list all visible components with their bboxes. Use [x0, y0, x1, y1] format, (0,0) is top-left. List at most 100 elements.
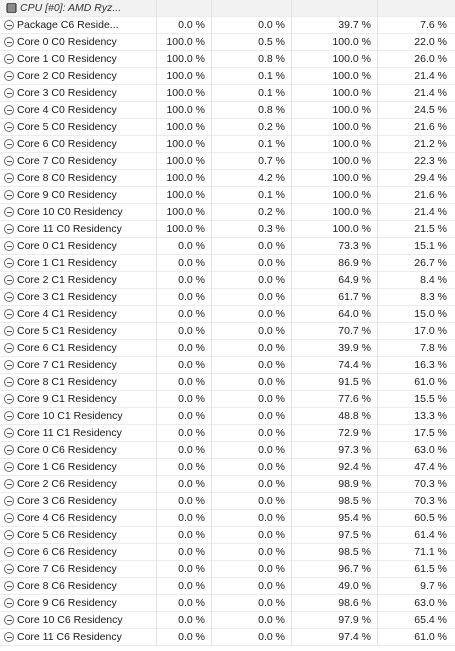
sensor-row[interactable]: Core 8 C6 Residency 0.0 % 0.0 % 49.0 % 9.7 %: [0, 577, 455, 595]
sensor-row[interactable]: Core 8 C0 Residency 100.0 % 4.2 % 100.0 % 29…: [0, 169, 455, 187]
max-value: 100.0 %: [292, 33, 378, 51]
min-value: 0.0 %: [212, 271, 292, 289]
avg-value: 65.4 %: [414, 613, 447, 626]
sensor-name: Core 0 C0 Residency: [17, 35, 117, 48]
sensor-row[interactable]: Core 8 C1 Residency 0.0 % 0.0 % 91.5 % 61.0 …: [0, 373, 455, 391]
sensor-name-cell: Core 1 C1 Residency: [0, 254, 157, 272]
sensor-row[interactable]: Core 11 C0 Residency 100.0 % 0.3 % 100.0 % 2…: [0, 220, 455, 238]
sensor-row[interactable]: Package C6 Reside... 0.0 % 0.0 % 39.7 % 7.6 …: [0, 16, 455, 34]
current-value: 100.0 %: [157, 118, 212, 136]
sensor-name: Core 1 C6 Residency: [17, 460, 117, 473]
max-value: 61.7 %: [292, 288, 378, 306]
current-value: 100.0 %: [157, 186, 212, 204]
max-value: 48.8 %: [292, 407, 378, 425]
sensor-row[interactable]: Core 5 C1 Residency 0.0 % 0.0 % 70.7 % 17.0 …: [0, 322, 455, 340]
current-value: 0.0 %: [157, 424, 212, 442]
sensor-name-cell: Core 3 C6 Residency: [0, 492, 157, 510]
current-value: 0.0 %: [157, 237, 212, 255]
sensor-row[interactable]: Core 11 C6 Residency 0.0 % 0.0 % 97.4 % 61.0…: [0, 628, 455, 646]
sensor-row[interactable]: Core 10 C6 Residency 0.0 % 0.0 % 97.9 % 65.4…: [0, 611, 455, 629]
current-value: 0.0 %: [157, 322, 212, 340]
sensor-name-cell: Core 0 C1 Residency: [0, 237, 157, 255]
current-value: 0.0 %: [157, 560, 212, 578]
current-value: 0.0 %: [157, 577, 212, 595]
avg-value: 71.1 %: [414, 545, 447, 558]
sensor-row[interactable]: Core 7 C6 Residency 0.0 % 0.0 % 96.7 % 61.5 …: [0, 560, 455, 578]
current-value: 0.0 %: [157, 407, 212, 425]
sensor-row[interactable]: Core 2 C0 Residency 100.0 % 0.1 % 100.0 % 21…: [0, 67, 455, 85]
min-value: 0.0 %: [212, 16, 292, 34]
sensor-name: Core 4 C1 Residency: [17, 307, 117, 320]
sensor-row[interactable]: Core 1 C1 Residency 0.0 % 0.0 % 86.9 % 26.7 …: [0, 254, 455, 272]
sensor-row[interactable]: Core 10 C1 Residency 0.0 % 0.0 % 48.8 % 13.3…: [0, 407, 455, 425]
sensor-row[interactable]: Core 2 C6 Residency 0.0 % 0.0 % 98.9 % 70.3 …: [0, 475, 455, 493]
sensor-row[interactable]: Core 7 C1 Residency 0.0 % 0.0 % 74.4 % 16.3 …: [0, 356, 455, 374]
max-value: 97.5 %: [292, 526, 378, 544]
sensor-row[interactable]: Core 0 C0 Residency 100.0 % 0.5 % 100.0 % 22…: [0, 33, 455, 51]
sensor-row[interactable]: Core 1 C0 Residency 100.0 % 0.8 % 100.0 % 26…: [0, 50, 455, 68]
sensor-name: Core 10 C1 Residency: [17, 409, 123, 422]
sensor-row[interactable]: Core 6 C1 Residency 0.0 % 0.0 % 39.9 % 7.8 %: [0, 339, 455, 357]
avg-value: 60.5 %: [414, 511, 447, 524]
sensor-name-cell: Core 6 C1 Residency: [0, 339, 157, 357]
sensor-name: Core 11 C6 Residency: [17, 630, 122, 643]
sensor-row[interactable]: Core 5 C0 Residency 100.0 % 0.2 % 100.0 % 21…: [0, 118, 455, 136]
sensor-row[interactable]: Core 3 C6 Residency 0.0 % 0.0 % 98.5 % 70.3 …: [0, 492, 455, 510]
sensor-row[interactable]: Core 3 C1 Residency 0.0 % 0.0 % 61.7 % 8.3 %: [0, 288, 455, 306]
sensor-row[interactable]: Core 3 C0 Residency 100.0 % 0.1 % 100.0 % 21…: [0, 84, 455, 102]
sensor-status-icon: [4, 615, 14, 625]
avg-value: 24.5 %: [414, 103, 447, 116]
sensor-row[interactable]: Core 4 C1 Residency 0.0 % 0.0 % 64.0 % 15.0 …: [0, 305, 455, 323]
sensor-row[interactable]: Core 6 C6 Residency 0.0 % 0.0 % 98.5 % 71.1 …: [0, 543, 455, 561]
min-value: 0.0 %: [212, 577, 292, 595]
sensor-name: Core 1 C0 Residency: [17, 52, 117, 65]
sensor-name-cell: Core 6 C6 Residency: [0, 543, 157, 561]
sensor-row[interactable]: Core 5 C6 Residency 0.0 % 0.0 % 97.5 % 61.4 …: [0, 526, 455, 544]
avg-value: 26.7 %: [414, 256, 447, 269]
sensor-status-icon: [4, 88, 14, 98]
sensor-row[interactable]: Core 1 C6 Residency 0.0 % 0.0 % 92.4 % 47.4 …: [0, 458, 455, 476]
sensor-row[interactable]: Core 0 C1 Residency 0.0 % 0.0 % 73.3 % 15.1 …: [0, 237, 455, 255]
sensor-row[interactable]: Core 9 C0 Residency 100.0 % 0.1 % 100.0 % 21…: [0, 186, 455, 204]
sensor-row[interactable]: Core 7 C0 Residency 100.0 % 0.7 % 100.0 % 22…: [0, 152, 455, 170]
sensor-name: Core 2 C6 Residency: [17, 477, 117, 490]
sensor-name: Core 0 C6 Residency: [17, 443, 117, 456]
current-value: 0.0 %: [157, 16, 212, 34]
max-value: 98.9 %: [292, 475, 378, 493]
sensor-row[interactable]: Core 10 C0 Residency 100.0 % 0.2 % 100.0 % 2…: [0, 203, 455, 221]
group-name-cell: CPU [#0]: AMD Ryz...: [0, 0, 157, 17]
max-value: 100.0 %: [292, 135, 378, 153]
max-value: 98.5 %: [292, 543, 378, 561]
sensor-row[interactable]: Core 4 C6 Residency 0.0 % 0.0 % 95.4 % 60.5 …: [0, 509, 455, 527]
max-value: 100.0 %: [292, 84, 378, 102]
sensor-row[interactable]: Core 0 C6 Residency 0.0 % 0.0 % 97.3 % 63.0 …: [0, 441, 455, 459]
sensor-name: Core 5 C6 Residency: [17, 528, 117, 541]
sensor-status-icon: [4, 326, 14, 336]
current-value: 0.0 %: [157, 288, 212, 306]
min-value: 0.0 %: [212, 339, 292, 357]
min-value: 0.1 %: [212, 135, 292, 153]
sensor-name: Core 11 C1 Residency: [17, 426, 122, 439]
sensor-row[interactable]: Core 4 C0 Residency 100.0 % 0.8 % 100.0 % 24…: [0, 101, 455, 119]
sensor-row[interactable]: Core 2 C1 Residency 0.0 % 0.0 % 64.9 % 8.4 %: [0, 271, 455, 289]
current-value: 100.0 %: [157, 67, 212, 85]
max-value: 100.0 %: [292, 186, 378, 204]
sensor-name-cell: Core 0 C6 Residency: [0, 441, 157, 459]
min-value: 0.5 %: [212, 33, 292, 51]
current-value: 100.0 %: [157, 50, 212, 68]
max-value: 39.9 %: [292, 339, 378, 357]
max-value: 100.0 %: [292, 50, 378, 68]
sensor-name: Core 6 C6 Residency: [17, 545, 117, 558]
sensor-name-cell: Core 9 C1 Residency: [0, 390, 157, 408]
sensor-row[interactable]: Core 9 C6 Residency 0.0 % 0.0 % 98.6 % 63.0 …: [0, 594, 455, 612]
sensor-row[interactable]: Core 6 C0 Residency 100.0 % 0.1 % 100.0 % 21…: [0, 135, 455, 153]
max-value: 97.3 %: [292, 441, 378, 459]
sensor-row[interactable]: Core 9 C1 Residency 0.0 % 0.0 % 77.6 % 15.5 …: [0, 390, 455, 408]
sensor-row[interactable]: Core 11 C1 Residency 0.0 % 0.0 % 72.9 % 17.5…: [0, 424, 455, 442]
sensor-name-cell: Core 5 C0 Residency: [0, 118, 157, 136]
sensor-name-cell: Core 11 C1 Residency: [0, 424, 157, 442]
sensor-group-header[interactable]: CPU [#0]: AMD Ryz...: [0, 0, 455, 17]
avg-value: 15.0 %: [414, 307, 447, 320]
sensor-name: Core 2 C0 Residency: [17, 69, 117, 82]
sensor-status-icon: [4, 20, 14, 30]
